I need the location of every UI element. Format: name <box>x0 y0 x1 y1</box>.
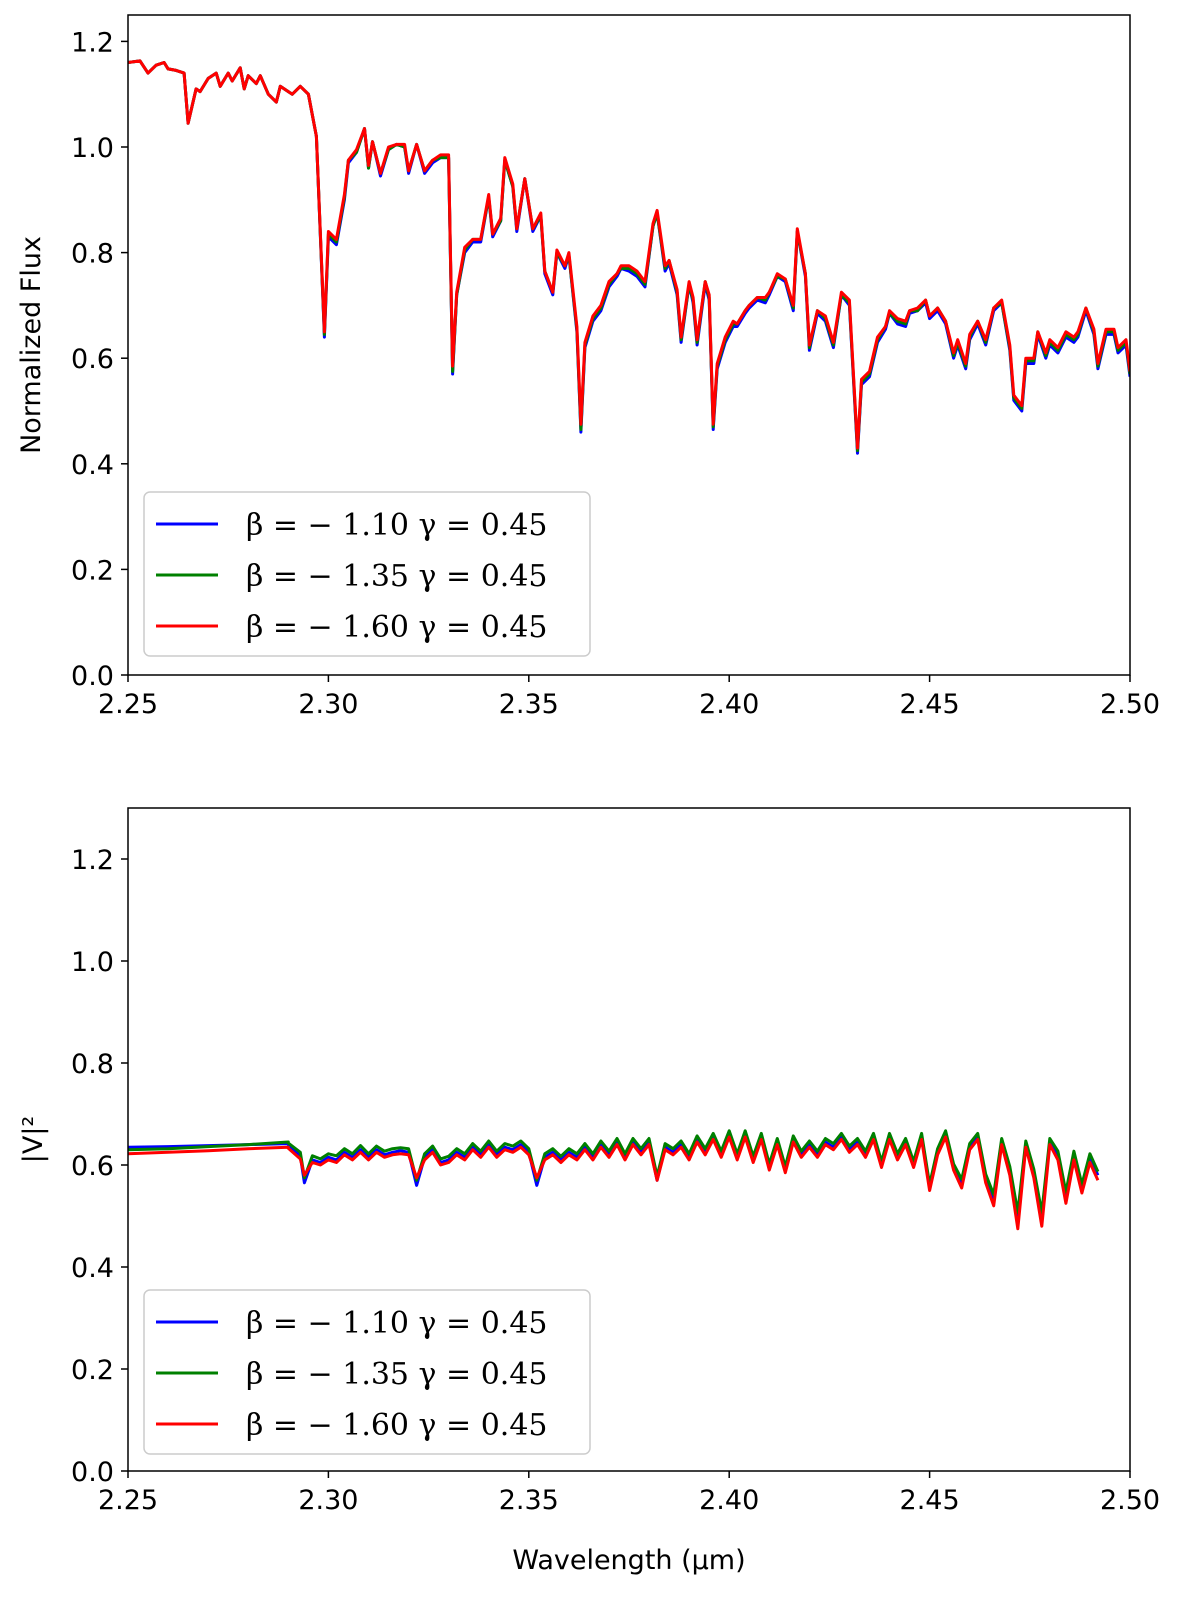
y-tick-label: 0.0 <box>71 1457 114 1488</box>
y-tick-label: 0.4 <box>71 1253 114 1284</box>
y-tick-label: 0.6 <box>71 344 114 375</box>
legend-label-0: β = − 1.10 γ = 0.45 <box>246 508 548 543</box>
legend: β = − 1.10 γ = 0.45 β = − 1.35 γ = 0.45 β … <box>143 491 591 657</box>
x-tick-label: 2.30 <box>298 1485 358 1516</box>
y-tick-label: 0.0 <box>71 661 114 692</box>
y-axis-label: |V|² <box>18 1116 49 1164</box>
y-tick-label: 0.6 <box>71 1151 114 1182</box>
axes-frame <box>127 14 1131 676</box>
plot-area <box>128 1129 1100 1231</box>
series-line-2 <box>128 1135 1100 1231</box>
flux-panel: 2.25 2.30 2.35 2.40 2.45 2.50 0.0 0.2 0.4 0.6 0.8 1… <box>16 14 1160 720</box>
y-tick-label: 0.8 <box>71 1049 114 1080</box>
legend-label-2: β = − 1.60 γ = 0.45 <box>246 610 548 645</box>
series-line-0 <box>128 59 1130 455</box>
plot-area <box>128 59 1130 455</box>
y-tick-label: 1.2 <box>71 845 114 876</box>
y-tick-label: 0.8 <box>71 239 114 270</box>
x-tick-label: 2.30 <box>298 689 358 720</box>
x-tick-label: 2.45 <box>900 1485 960 1516</box>
x-tick-label: 2.50 <box>1100 1485 1160 1516</box>
x-tick-label: 2.45 <box>900 689 960 720</box>
x-tick-label: 2.50 <box>1100 689 1160 720</box>
y-tick-label: 0.4 <box>71 450 114 481</box>
y-tick-label: 0.2 <box>71 555 114 586</box>
y-tick-label: 0.2 <box>71 1355 114 1386</box>
x-tick-label: 2.40 <box>699 689 759 720</box>
series-line-1 <box>128 1129 1100 1214</box>
legend-label-1: β = − 1.35 γ = 0.45 <box>246 559 548 594</box>
y-axis-label: Normalized Flux <box>16 236 47 454</box>
x-axis-label: Wavelength (μm) <box>512 1545 745 1576</box>
visibility-panel: 2.25 2.30 2.35 2.40 2.45 2.50 0.0 0.2 0.4 0.6 0.8 1… <box>18 807 1160 1576</box>
axes-frame <box>127 807 1131 1472</box>
y-tick-label: 1.0 <box>71 947 114 978</box>
legend-label-2: β = − 1.60 γ = 0.45 <box>246 1408 548 1443</box>
y-tick-label: 1.0 <box>71 133 114 164</box>
y-tick-label: 1.2 <box>71 27 114 58</box>
legend-label-0: β = − 1.10 γ = 0.45 <box>246 1306 548 1341</box>
legend-label-1: β = − 1.35 γ = 0.45 <box>246 1357 548 1392</box>
x-tick-label: 2.40 <box>699 1485 759 1516</box>
x-tick-label: 2.25 <box>98 1485 158 1516</box>
legend: β = − 1.10 γ = 0.45 β = − 1.35 γ = 0.45 β … <box>143 1289 591 1455</box>
legend-frame <box>143 1289 591 1455</box>
series-line-2 <box>128 59 1130 450</box>
x-tick-label: 2.25 <box>98 689 158 720</box>
legend-frame <box>143 491 591 657</box>
series-line-1 <box>128 59 1130 453</box>
x-tick-label: 2.35 <box>499 689 559 720</box>
x-tick-label: 2.35 <box>499 1485 559 1516</box>
